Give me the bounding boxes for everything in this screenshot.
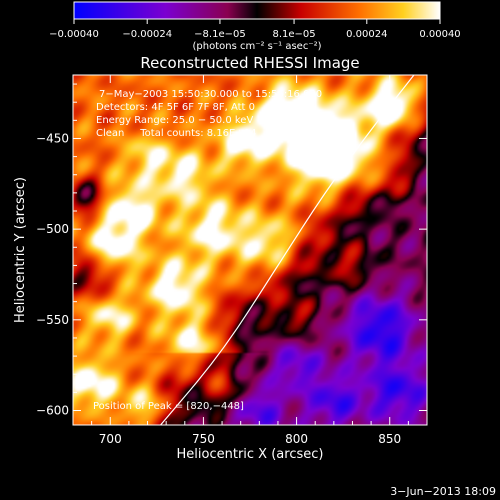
x-tick-label: 800 <box>285 432 308 446</box>
annotation-clean: Clean Total counts: 8.16E+04 <box>96 128 256 139</box>
x-axis-label: Heliocentric X (arcsec) <box>177 447 324 462</box>
annotation-block: 7−May−2003 15:50:30.000 to 15:56:16.000 … <box>96 89 322 139</box>
annotation-detectors: Detectors: 4F 5F 6F 7F 8F, Att 0 <box>96 102 255 113</box>
colorbar-tick-label: −8.1e−05 <box>194 29 246 40</box>
colorbar-tick-label: −0.00040 <box>49 29 99 40</box>
colorbar-units: (photons cm⁻² s⁻¹ asec⁻²) <box>192 41 321 52</box>
colorbar: −0.00040 −0.00024 −8.1e−05 8.1e−05 0.00024 0.… <box>49 1 461 52</box>
x-tick-label: 750 <box>192 432 215 446</box>
peak-position-label: Position of Peak = [820,−448] <box>93 401 244 412</box>
colorbar-tick-label: 0.00040 <box>419 29 460 40</box>
y-axis-label: Heliocentric Y (arcsec) <box>13 177 28 323</box>
colorbar-tick-label: −0.00024 <box>122 29 172 40</box>
x-tick-label: 700 <box>99 432 122 446</box>
y-tick-label: −600 <box>36 403 69 417</box>
x-tick-label: 850 <box>378 432 401 446</box>
y-tick-label: −550 <box>36 313 69 327</box>
annotation-time: 7−May−2003 15:50:30.000 to 15:56:16.000 <box>99 89 322 100</box>
chart-title: Reconstructed RHESSI Image <box>140 54 359 72</box>
colorbar-gradient <box>73 1 441 20</box>
y-tick-label: −450 <box>36 131 69 145</box>
solar-limb-line <box>160 75 415 425</box>
colorbar-tick-label: 8.1e−05 <box>272 29 315 40</box>
y-tick-label: −500 <box>36 222 69 236</box>
plot-frame <box>72 74 428 426</box>
plot-area: 700 750 800 850 −450 −500 −550 −600 7−May−2003 … <box>36 74 428 446</box>
footer-date: 3−Jun−2013 18:09 <box>390 485 496 498</box>
colorbar-tick-label: 0.00024 <box>346 29 387 40</box>
annotation-energy: Energy Range: 25.0 − 50.0 keV <box>96 115 253 126</box>
